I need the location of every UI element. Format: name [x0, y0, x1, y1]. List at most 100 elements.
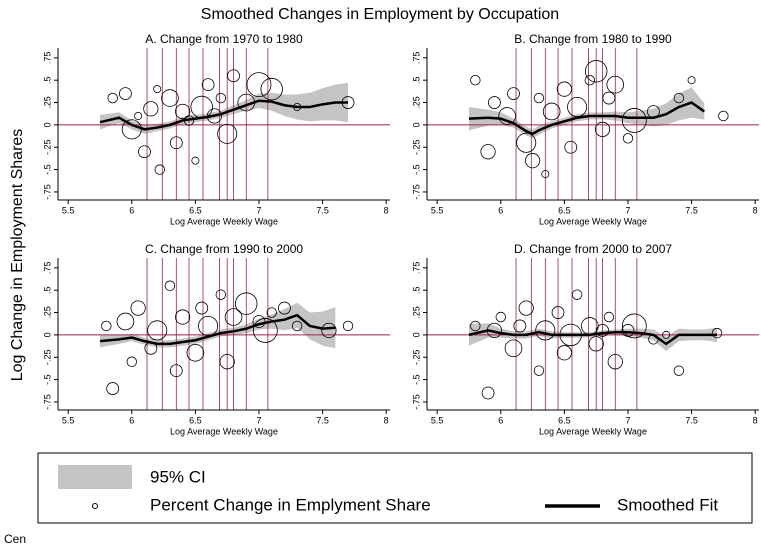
- data-point: [106, 382, 120, 395]
- x-axis-title: Log Average Weekly Wage: [170, 216, 278, 226]
- data-point: [154, 164, 165, 175]
- data-point: [147, 320, 168, 341]
- data-point: [470, 74, 481, 86]
- x-tick-label: 6.5: [189, 205, 202, 215]
- data-point: [481, 386, 495, 400]
- data-point: [504, 339, 523, 358]
- data-point: [175, 103, 191, 120]
- y-tick-label: -.5: [42, 374, 52, 385]
- data-point: [567, 97, 588, 118]
- y-tick-label: .5: [42, 76, 52, 84]
- data-point: [215, 289, 227, 300]
- x-axis-title: Log Average Weekly Wage: [539, 216, 647, 226]
- data-point: [183, 115, 195, 126]
- data-point: [647, 105, 660, 118]
- legend-label: Smoothed Fit: [617, 495, 718, 514]
- x-tick-label: 6.5: [189, 415, 202, 425]
- x-tick-label: 6.5: [558, 415, 571, 425]
- data-point: [101, 320, 112, 332]
- data-point: [195, 301, 209, 315]
- y-tick-label: -.5: [42, 164, 52, 175]
- data-point: [480, 144, 496, 160]
- x-tick-label: 7: [256, 415, 261, 425]
- data-point: [607, 354, 623, 370]
- x-tick-label: 5.5: [431, 205, 444, 215]
- y-tick-label: .75: [42, 52, 52, 65]
- data-point: [169, 364, 183, 378]
- data-point: [224, 308, 243, 326]
- data-point: [507, 87, 520, 100]
- x-tick-label: 6: [129, 415, 134, 425]
- data-point: [190, 95, 213, 119]
- data-point: [498, 107, 516, 125]
- data-point: [662, 330, 671, 339]
- y-tick-label: -.5: [411, 164, 421, 175]
- data-point: [175, 309, 191, 325]
- y-tick-label: -.25: [411, 139, 421, 155]
- data-point: [513, 319, 527, 333]
- data-point: [541, 170, 550, 179]
- x-tick-label: 6: [498, 205, 503, 215]
- smoothed-fit: [99, 99, 349, 131]
- x-tick-label: 8: [384, 415, 389, 425]
- x-tick-label: 7: [625, 415, 630, 425]
- legend-swatch-ci: [58, 465, 132, 489]
- data-point: [130, 300, 146, 316]
- y-tick-label: .25: [42, 306, 52, 319]
- data-point: [169, 136, 183, 150]
- y-tick-label: .75: [42, 262, 52, 275]
- data-point: [718, 110, 729, 122]
- x-tick-label: 5.5: [62, 205, 75, 215]
- data-point: [144, 341, 158, 355]
- data-point: [533, 365, 545, 376]
- data-point: [321, 322, 337, 339]
- data-point: [260, 77, 283, 101]
- data-point: [126, 356, 137, 367]
- data-point: [594, 121, 611, 137]
- data-point: [673, 365, 685, 376]
- data-point: [153, 85, 162, 94]
- data-point: [164, 280, 176, 291]
- data-point: [584, 60, 608, 83]
- x-tick-label: 5.5: [431, 415, 444, 425]
- data-point: [687, 76, 696, 85]
- data-point: [518, 300, 534, 316]
- x-tick-label: 7.5: [316, 205, 329, 215]
- y-axis-title: Log Change in Employment Shares: [9, 129, 26, 382]
- x-tick-label: 5.5: [62, 415, 75, 425]
- legend-label: Percent Change in Emplyment Share: [150, 495, 431, 514]
- y-tick-label: .25: [411, 306, 421, 319]
- data-point: [206, 108, 223, 124]
- data-point: [711, 327, 723, 339]
- data-point: [246, 72, 272, 98]
- data-point: [559, 323, 582, 347]
- y-tick-label: -.75: [411, 184, 421, 200]
- x-tick-label: 7.5: [316, 415, 329, 425]
- data-point: [278, 301, 291, 315]
- data-point: [121, 119, 142, 140]
- data-point: [621, 108, 647, 133]
- y-tick-label: .25: [411, 96, 421, 109]
- data-point: [495, 311, 506, 323]
- panel-title: A. Change from 1970 to 1980: [145, 32, 303, 46]
- panel-title: B. Change from 1980 to 1990: [514, 32, 672, 46]
- x-tick-label: 7.5: [685, 205, 698, 215]
- data-point: [556, 81, 572, 97]
- data-point: [551, 306, 565, 319]
- caption: Cen: [4, 532, 26, 546]
- data-point: [516, 132, 537, 153]
- ci-band: [99, 82, 349, 134]
- data-point: [571, 289, 583, 300]
- smoothed-fit: [468, 101, 706, 136]
- data-point: [470, 320, 481, 332]
- data-point: [198, 315, 219, 336]
- data-point: [542, 102, 561, 121]
- x-tick-label: 7: [256, 205, 261, 215]
- data-point: [533, 92, 545, 104]
- x-tick-label: 8: [384, 205, 389, 215]
- data-point: [524, 153, 541, 169]
- y-tick-label: -.25: [42, 139, 52, 155]
- data-point: [215, 92, 227, 104]
